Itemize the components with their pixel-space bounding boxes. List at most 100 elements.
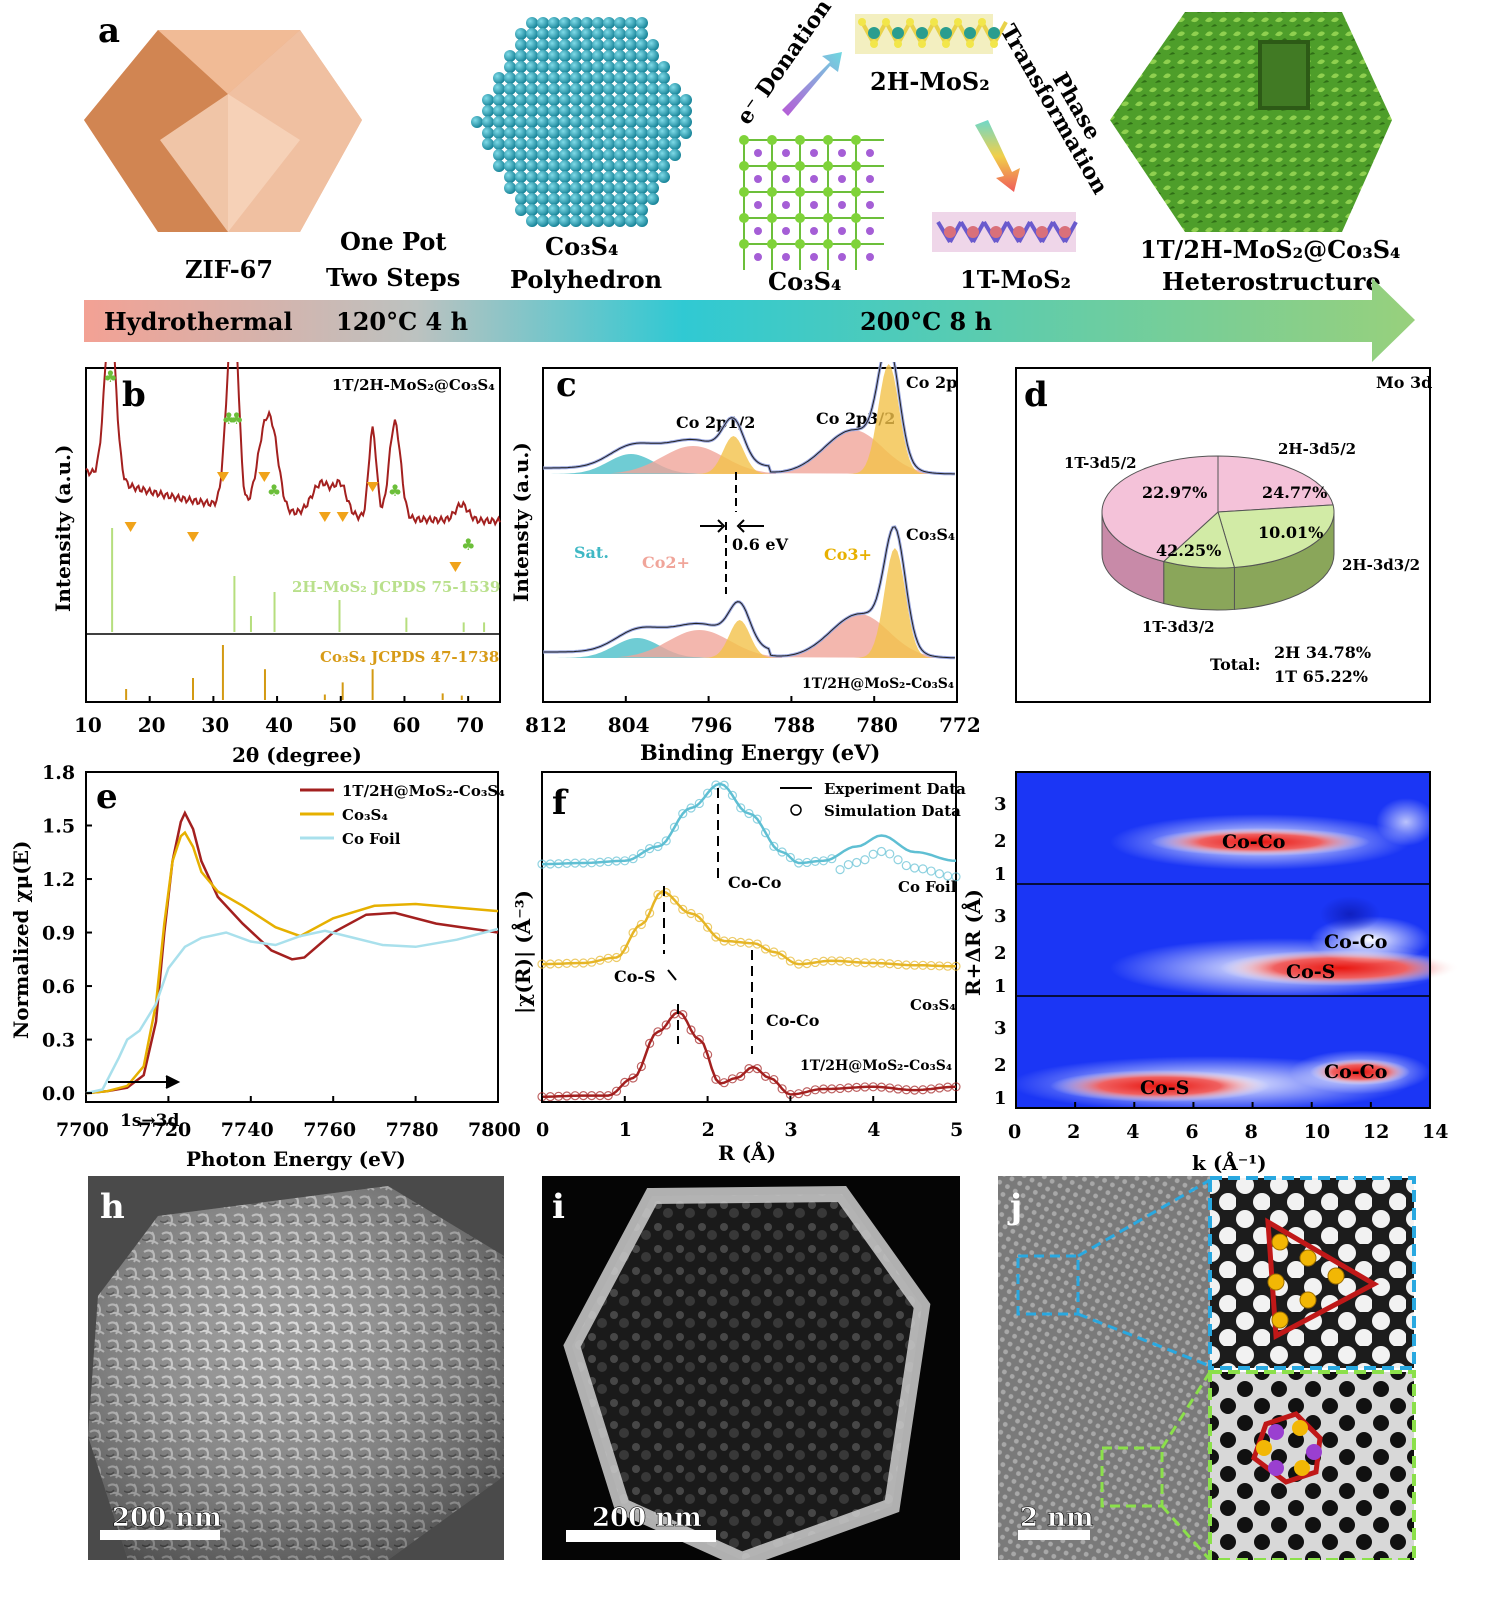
exafs-ylabel: |χ(R)| (Å⁻³) xyxy=(511,890,535,1014)
panel-e: e 1T/2H@MoS₂-Co₃S₄ Co₃S₄ Co Foil 7700 7720 7… xyxy=(9,764,521,1171)
exafs-coco1-label: Co-Co xyxy=(728,873,782,892)
svg-text:♣: ♣ xyxy=(222,409,236,428)
wt-ylabel: R+ΔR (Å) xyxy=(961,889,985,996)
panel-b: b 1T/2H-MoS₂@Co₃S₄ 2H-MoS₂ JCPDS 75-1539… xyxy=(51,362,501,767)
pie-slice-1 xyxy=(1217,504,1335,568)
pie-category-label: 1T-3d3/2 xyxy=(1142,618,1215,636)
hetero-label-1: 1T/2H-MoS₂@Co₃S₄ xyxy=(1140,235,1401,264)
svg-text:5: 5 xyxy=(950,1119,963,1141)
wt-mid-label1: Co-Co xyxy=(1324,931,1387,953)
inset-1t xyxy=(1208,1176,1416,1370)
co3s4-mol-label: Co₃S₄ xyxy=(768,267,841,296)
svg-text:2: 2 xyxy=(994,831,1007,852)
svg-text:804: 804 xyxy=(608,713,650,737)
pie-total-2h: 2H 34.78% xyxy=(1274,643,1371,662)
xanes-series-2 xyxy=(85,927,499,1095)
svg-text:20: 20 xyxy=(138,713,166,737)
xanes-legend-item: Co₃S₄ xyxy=(342,806,388,824)
svg-text:7740: 7740 xyxy=(221,1119,274,1141)
zif67-crystal xyxy=(84,30,362,232)
svg-text:60: 60 xyxy=(392,713,420,737)
svg-text:0: 0 xyxy=(1008,1121,1021,1143)
exafs-series-0 xyxy=(542,782,957,866)
hrtem-scale-bar xyxy=(1018,1530,1090,1540)
phase-arrow-icon xyxy=(975,120,1020,192)
wt-xlabel: k (Å⁻¹) xyxy=(1192,1151,1267,1174)
svg-text:7800: 7800 xyxy=(468,1119,521,1141)
xanes-series-0 xyxy=(85,810,499,1095)
exafs-co3s4-label: Co₃S₄ xyxy=(910,996,956,1014)
panel-c-letter: c xyxy=(556,365,577,405)
wavelet-strip-top xyxy=(1016,772,1436,884)
xrd-ref2-label: Co₃S₄ JCPDS 47-1738 xyxy=(320,648,499,666)
svg-text:♣: ♣ xyxy=(229,409,243,428)
pie-total-label: Total: xyxy=(1210,655,1260,674)
donation-arrow-icon xyxy=(782,52,842,116)
svg-text:7720: 7720 xyxy=(138,1119,191,1141)
svg-text:3: 3 xyxy=(784,1119,797,1141)
zif67-label: ZIF-67 xyxy=(185,255,273,284)
xrd-sample-label: 1T/2H-MoS₂@Co₃S₄ xyxy=(332,376,495,394)
xps-co2-label: Co2+ xyxy=(642,553,690,572)
xps-p32-label: Co 2p3/2 xyxy=(816,409,895,428)
svg-text:8: 8 xyxy=(1245,1121,1258,1143)
panel-i: i 200 nm xyxy=(542,1176,960,1560)
svg-text:1: 1 xyxy=(619,1119,632,1141)
panel-j: j 2 nm xyxy=(998,1176,1416,1560)
svg-text:10: 10 xyxy=(74,713,102,737)
panel-c: c Co 2p Co 2p1/2 Co 2p3/2 0.6 eV Co₃S₄ S… xyxy=(509,362,980,765)
onepot-label-1: One Pot xyxy=(340,227,446,256)
xanes-xlabel: Photon Energy (eV) xyxy=(186,1147,406,1171)
pie-value-label: 42.25% xyxy=(1156,541,1221,560)
pie-slice-0 xyxy=(1217,455,1334,513)
xps-p12-label: Co 2p1/2 xyxy=(676,413,755,432)
svg-text:1: 1 xyxy=(994,864,1007,885)
pie-title: Mo 3d xyxy=(1376,373,1432,392)
svg-text:1: 1 xyxy=(994,976,1007,997)
svg-text:1.2: 1.2 xyxy=(42,869,75,891)
svg-text:3: 3 xyxy=(994,906,1007,927)
pie-value-label: 22.97% xyxy=(1142,483,1207,502)
svg-text:1: 1 xyxy=(994,1088,1007,1109)
tem-scale-label: 200 nm xyxy=(592,1503,702,1533)
wt-bot-label1: Co-S xyxy=(1140,1077,1189,1099)
svg-text:0.3: 0.3 xyxy=(42,1030,75,1052)
panel-d-letter: d xyxy=(1024,375,1048,415)
xps-top-label: Co 2p xyxy=(906,373,957,392)
wavelet-strip-mid xyxy=(1016,884,1460,998)
svg-text:40: 40 xyxy=(265,713,293,737)
panel-e-letter: e xyxy=(96,777,118,817)
svg-text:7700: 7700 xyxy=(56,1119,109,1141)
exafs-coco2-label: Co-Co xyxy=(766,1011,820,1030)
xrd-curve xyxy=(85,362,501,527)
temp2-label: 200°C 8 h xyxy=(860,307,992,336)
wt-top-label: Co-Co xyxy=(1222,831,1285,853)
heterostructure-polyhedron xyxy=(1110,12,1392,232)
svg-text:7760: 7760 xyxy=(303,1119,356,1141)
panel-a-letter: a xyxy=(98,11,120,51)
xanes-frame xyxy=(85,771,499,1103)
xrd-frame xyxy=(85,367,501,703)
panel-a: a ZIF-67 One Pot Two Steps Co₃S₄ Polyhed… xyxy=(84,0,1415,362)
svg-text:14: 14 xyxy=(1422,1121,1448,1143)
hetero-label-2: Heterostructure xyxy=(1162,267,1381,296)
panel-b-letter: b xyxy=(122,375,146,415)
svg-text:2: 2 xyxy=(702,1119,715,1141)
xps-ylabel: Intensty (a.u.) xyxy=(509,442,533,602)
panel-d: d Mo 3d 22.97% 24.77% 10.01% 42.25% 1T-3d5/2… xyxy=(1015,367,1432,703)
panel-j-letter: j xyxy=(1007,1187,1022,1227)
xps-sat-label: Sat. xyxy=(574,543,609,562)
pie-slice-side xyxy=(1163,560,1235,611)
tem-scale-bar xyxy=(566,1530,716,1542)
svg-text:3: 3 xyxy=(994,1018,1007,1039)
co3s4-lattice-icon xyxy=(739,135,884,270)
onepot-label-2: Two Steps xyxy=(326,263,460,292)
pie-category-label: 1T-3d5/2 xyxy=(1064,454,1137,472)
panel-i-letter: i xyxy=(552,1187,565,1227)
svg-text:50: 50 xyxy=(329,713,357,737)
exafs-xlabel: R (Å) xyxy=(718,1141,776,1165)
pie-total-1t: 1T 65.22% xyxy=(1274,667,1368,686)
pie-value-label: 10.01% xyxy=(1258,523,1323,542)
svg-text:1.5: 1.5 xyxy=(42,816,75,838)
xps-xlabel: Binding Energy (eV) xyxy=(640,740,880,765)
